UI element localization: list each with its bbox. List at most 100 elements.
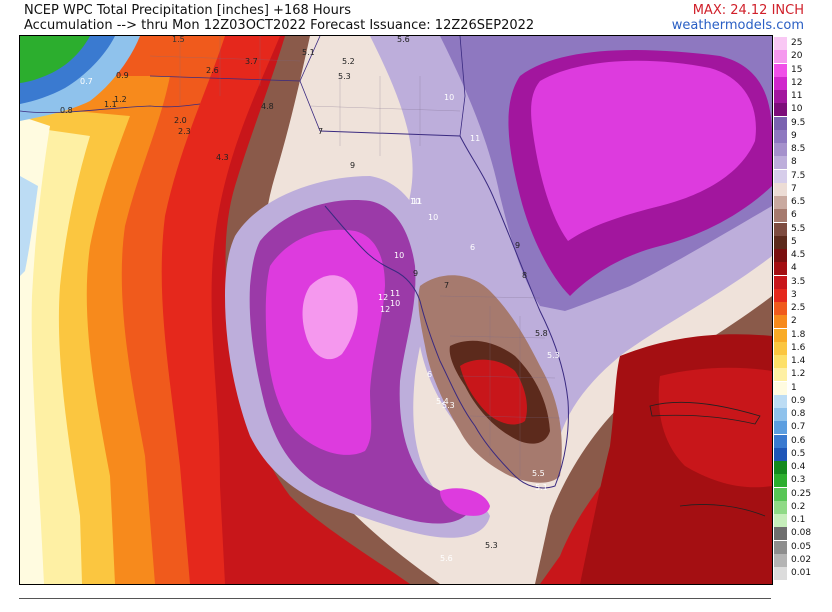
value-label: 6 [470,243,475,252]
value-label: 5.3 [547,351,560,360]
legend-entry: 6 [774,209,832,223]
value-label: 0.9 [116,71,129,80]
value-label: 4.3 [216,153,229,162]
value-label: 12 [378,293,388,302]
legend-entry: 8 [774,156,832,170]
legend-entry: 0.01 [774,567,832,580]
map-canvas: 1.5 3.7 5.1 5.2 5.3 5.6 0.7 0.9 2.6 4.8 … [20,36,772,584]
legend-label: 4.5 [791,250,806,260]
legend-entry: 3.5 [774,275,832,289]
legend-label: 10 [791,104,803,115]
legend-swatch [774,315,787,329]
legend-entry: 4.5 [774,249,832,262]
legend-swatch [774,500,787,514]
value-label: 5.6 [440,554,453,563]
legend-label: 12 [791,77,803,88]
legend-entry: 15 [774,63,832,77]
legend-swatch [774,487,787,501]
map-title: NCEP WPC Total Precipitation [inches] +1… [24,3,351,18]
legend-label: 0.7 [791,422,806,433]
gulf-core [302,275,358,360]
legend-swatch [774,50,787,64]
legend-swatch [774,461,787,474]
legend-entry: 1.6 [774,341,832,355]
legend-entry: 5.5 [774,222,832,236]
value-label: 11 [390,289,400,298]
legend-label: 0.9 [791,395,806,406]
county-lines [149,36,561,476]
legend-entry: 0.2 [774,500,832,514]
value-label: 5.3 [338,72,351,81]
legend-entry: 25 [774,37,832,50]
legend-label: 0.5 [791,448,806,459]
legend-entry: 0.05 [774,540,832,554]
value-label: 7 [318,127,323,136]
value-labels: 1.5 3.7 5.1 5.2 5.3 5.6 0.7 0.9 2.6 4.8 … [60,36,560,563]
legend-entry: 0.08 [774,527,832,541]
legend-entry: 0.8 [774,408,832,421]
legend-swatch [774,381,787,395]
legend-swatch [774,90,787,103]
value-label: 8 [522,271,527,280]
legend-entry: 0.6 [774,434,832,448]
legend-swatch [774,37,787,50]
legend-swatch [774,196,787,209]
value-label: 2.6 [206,66,219,75]
legend-entry: 10 [774,103,832,117]
legend-label: 3 [791,289,797,300]
value-label: 5.5 [532,469,545,478]
value-label: 10 [390,299,400,308]
legend-swatch [774,143,787,156]
legend-label: 8 [791,157,797,168]
value-label: 9 [413,269,418,278]
legend-label: 6 [791,210,797,221]
value-label: 2.3 [178,127,191,136]
legend-label: 0.02 [791,554,812,565]
legend-entry: 0.7 [774,421,832,435]
value-label: 5.3 [485,541,498,550]
legend-swatch [774,394,787,408]
color-legend: 25 20 15 12 11 10 9.5 9 8.5 8 7.5 7 6.5 6 5.5 5 4.5 4 3.5 3… [774,37,832,580]
value-label: 5.3 [442,401,455,410]
header: NCEP WPC Total Precipitation [inches] +1… [0,0,832,34]
legend-entry: 0.02 [774,553,832,567]
value-label: 7 [444,281,449,290]
legend-label: 0.3 [791,475,806,486]
florida-outline [319,130,569,489]
value-label: 10 [444,93,454,102]
legend-swatch [774,222,787,236]
band-blue-strip [20,176,38,276]
legend-label: 1.2 [791,369,806,380]
value-label: 10 [428,213,438,222]
value-label: 9 [350,161,355,170]
value-label: 1.2 [114,95,127,104]
legend-label: 0.1 [791,515,806,525]
legend-label: 0.8 [791,409,806,419]
legend-label: 1.8 [791,329,806,340]
legend-swatch [774,235,787,249]
legend-entry: 2.5 [774,302,832,315]
florida-red [460,359,527,425]
value-label: 11 [470,134,480,143]
legend-swatch [774,368,787,382]
legend-entry: 12 [774,76,832,90]
legend-label: 9.5 [791,117,806,128]
legend-label: 5 [791,236,797,247]
value-label: 1.1 [104,100,117,109]
legend-entry: 2 [774,315,832,329]
legend-label: 1.4 [791,356,806,366]
legend-swatch [774,249,787,262]
value-label: 11 [412,197,422,206]
cuba-outline [649,402,761,425]
legend-entry: 3 [774,288,832,302]
legend-label: 9 [791,130,797,141]
legend-label: 0.2 [791,501,806,512]
coast-la [20,103,201,114]
legend-swatch [774,553,787,567]
legend-entry: 8.5 [774,143,832,156]
legend-swatch [774,474,787,488]
legend-label: 4 [791,263,797,274]
value-label: 6 [427,370,432,379]
site-credit: weathermodels.com [671,18,804,33]
legend-label: 2 [791,316,797,327]
